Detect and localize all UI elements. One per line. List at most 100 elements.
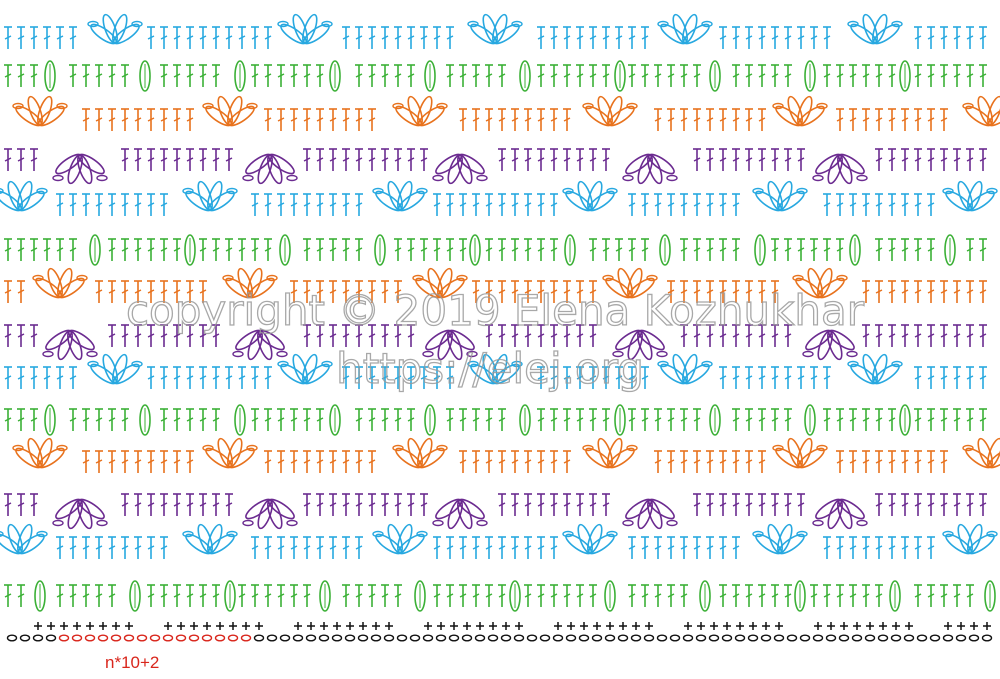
stitch — [966, 247, 974, 252]
stitch — [498, 545, 506, 550]
leaf — [424, 404, 436, 436]
stitch — [706, 289, 714, 294]
stitch — [940, 117, 948, 122]
stitch — [667, 593, 675, 598]
stitch — [303, 73, 311, 78]
stitch — [979, 157, 987, 162]
stitch — [927, 375, 935, 380]
watermark-line2: https://elej.org — [336, 344, 644, 393]
leaf — [319, 580, 331, 612]
stitch — [836, 545, 844, 550]
stitch — [251, 375, 259, 380]
stitch — [628, 375, 636, 380]
stitch — [186, 333, 194, 338]
stitch — [355, 117, 363, 122]
ch — [292, 634, 304, 642]
stitch — [576, 157, 584, 162]
ch — [357, 634, 369, 642]
stitch — [368, 459, 376, 464]
chain — [792, 274, 804, 282]
stitch — [706, 247, 714, 252]
stitch — [953, 35, 961, 40]
stitch — [914, 202, 922, 207]
chain — [277, 20, 289, 28]
petal — [458, 153, 485, 175]
stitch — [758, 157, 766, 162]
stitch — [771, 593, 779, 598]
stitch — [524, 545, 532, 550]
stitch — [940, 502, 948, 507]
ch — [695, 634, 707, 642]
stitch — [342, 502, 350, 507]
stitch — [446, 545, 454, 550]
stitch — [823, 35, 831, 40]
chain — [816, 102, 828, 110]
stitch — [69, 35, 77, 40]
stitch — [134, 289, 142, 294]
stitch — [784, 35, 792, 40]
stitch — [628, 73, 636, 78]
stitch — [95, 73, 103, 78]
stitch — [654, 73, 662, 78]
stitch — [771, 333, 779, 338]
stitch — [485, 247, 493, 252]
ch — [123, 634, 135, 642]
stitch — [927, 73, 935, 78]
stitch — [953, 157, 961, 162]
stitch — [667, 417, 675, 422]
chain — [277, 360, 289, 368]
stitch — [381, 35, 389, 40]
leaf — [44, 60, 56, 92]
ch — [162, 634, 174, 642]
stitch — [810, 35, 818, 40]
stitch — [498, 247, 506, 252]
stitch — [160, 157, 168, 162]
chain — [321, 20, 333, 28]
stitch — [446, 417, 454, 422]
stitch — [628, 545, 636, 550]
ch — [539, 634, 551, 642]
stitch — [563, 73, 571, 78]
chain — [182, 187, 194, 195]
chain — [562, 187, 574, 195]
chain — [582, 444, 594, 452]
stitch — [17, 502, 25, 507]
stitch — [186, 502, 194, 507]
stitch — [563, 502, 571, 507]
chain — [796, 187, 808, 195]
ch — [786, 634, 798, 642]
stitch — [225, 502, 233, 507]
chain — [847, 20, 859, 28]
ch — [266, 634, 278, 642]
leaf — [709, 404, 721, 436]
stitch — [862, 593, 870, 598]
ch — [84, 634, 96, 642]
ch — [32, 634, 44, 642]
stitch — [979, 289, 987, 294]
stitch — [4, 417, 12, 422]
chain — [646, 274, 658, 282]
stitch — [121, 459, 129, 464]
petal — [608, 105, 635, 127]
ch — [396, 634, 408, 642]
stitch — [485, 289, 493, 294]
stitch — [654, 417, 662, 422]
leaf — [89, 234, 101, 266]
ch — [864, 634, 876, 642]
chain — [416, 187, 428, 195]
stitch — [550, 202, 558, 207]
stitch — [836, 593, 844, 598]
stitch — [303, 502, 311, 507]
stitch — [654, 545, 662, 550]
stitch — [147, 459, 155, 464]
stitch — [849, 73, 857, 78]
stitch — [810, 593, 818, 598]
stitch — [589, 73, 597, 78]
stitch — [238, 247, 246, 252]
stitch — [771, 157, 779, 162]
stitch — [186, 157, 194, 162]
stitch — [134, 247, 142, 252]
stitch — [498, 73, 506, 78]
chain — [701, 360, 713, 368]
stitch — [706, 117, 714, 122]
